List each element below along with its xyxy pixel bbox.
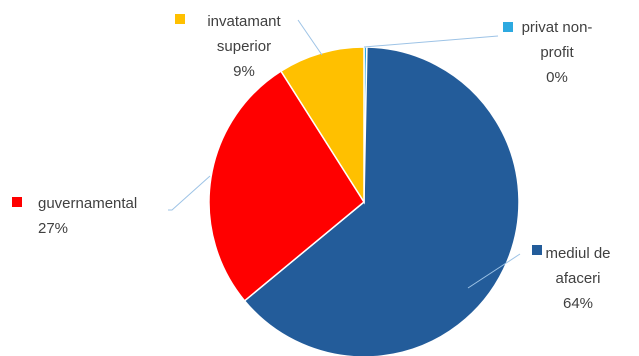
leader-line-3 [297, 19, 323, 56]
pie-slice-1 [243, 46, 520, 356]
legend-key-1 [532, 245, 542, 255]
legend-key-2 [12, 197, 22, 207]
data-label-category-2: guvernamental [38, 195, 137, 212]
data-label-percent-0: 0% [546, 69, 568, 86]
leader-line-2 [168, 175, 211, 211]
data-label-category-0: privat non- [522, 19, 593, 36]
data-label-percent-3: 9% [233, 63, 255, 80]
leader-line-1 [467, 253, 521, 289]
data-label-category-3: superior [217, 38, 271, 55]
legend-key-3 [175, 14, 185, 24]
legend-key-0 [503, 22, 513, 32]
pie-slice-2 [208, 70, 365, 302]
data-label-category-1: mediul de [545, 245, 610, 262]
data-label-category-1: afaceri [555, 270, 600, 287]
leader-line-0 [363, 35, 499, 48]
data-label-percent-2: 27% [38, 220, 68, 237]
data-label-category-3: invatamant [207, 13, 281, 30]
data-label-category-0: profit [540, 44, 574, 61]
data-label-percent-1: 64% [563, 295, 593, 312]
